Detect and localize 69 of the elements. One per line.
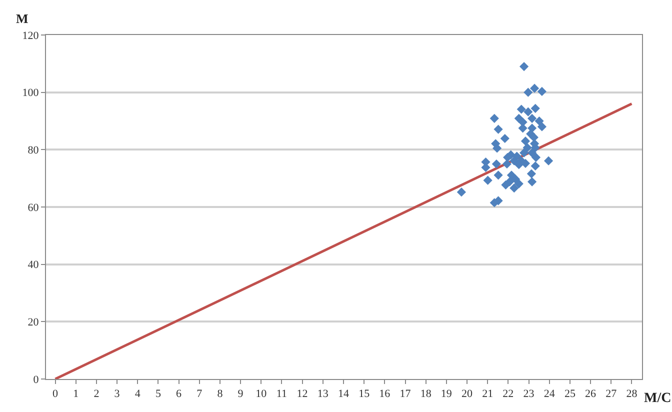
point bbox=[524, 107, 533, 116]
x-tick-label: 13 bbox=[317, 388, 329, 400]
point bbox=[502, 159, 512, 169]
point bbox=[528, 114, 537, 123]
x-tick-label: 21 bbox=[482, 388, 494, 400]
point bbox=[534, 116, 544, 126]
point bbox=[514, 179, 524, 188]
x-tick-label: 12 bbox=[296, 388, 308, 400]
point bbox=[528, 148, 537, 158]
point bbox=[530, 104, 540, 113]
point bbox=[494, 124, 503, 134]
x-tick-label: 28 bbox=[626, 388, 638, 400]
y-tick-label: 100 bbox=[22, 87, 40, 100]
point bbox=[529, 132, 538, 142]
point bbox=[500, 134, 510, 144]
point bbox=[530, 84, 540, 93]
x-tick-label: 0 bbox=[52, 388, 59, 400]
point bbox=[544, 156, 554, 166]
y-tick-label: 80 bbox=[28, 144, 40, 157]
y-axis-title: M bbox=[16, 11, 28, 26]
x-tick-label: 11 bbox=[276, 388, 288, 400]
x-tick-label: 15 bbox=[358, 388, 370, 400]
x-tick-label: 2 bbox=[94, 388, 100, 400]
point bbox=[456, 188, 466, 197]
point bbox=[528, 177, 537, 186]
x-tick-label: 6 bbox=[176, 388, 182, 400]
x-tick-label: 26 bbox=[585, 388, 597, 400]
point bbox=[483, 176, 492, 185]
point bbox=[501, 180, 510, 190]
x-tick-label: 8 bbox=[217, 388, 224, 400]
y-tick-label: 60 bbox=[28, 202, 40, 214]
point bbox=[537, 122, 546, 132]
x-axis-title: M/C bbox=[644, 391, 672, 406]
x-tick-label: 20 bbox=[462, 388, 474, 400]
point bbox=[492, 159, 501, 169]
y-tick-label: 0 bbox=[33, 374, 40, 386]
y-tick-label: 120 bbox=[22, 30, 40, 42]
x-tick-label: 24 bbox=[544, 388, 556, 400]
point bbox=[494, 170, 503, 180]
point bbox=[516, 104, 526, 114]
x-tick-label: 7 bbox=[196, 388, 203, 400]
x-tick-label: 22 bbox=[502, 388, 514, 400]
x-tick-label: 10 bbox=[256, 388, 268, 400]
x-tick-label: 17 bbox=[400, 388, 412, 400]
point bbox=[519, 62, 529, 72]
point bbox=[526, 169, 536, 178]
x-tick-label: 19 bbox=[440, 388, 452, 400]
x-tick-label: 4 bbox=[134, 388, 141, 400]
y-tick-label: 20 bbox=[28, 316, 40, 329]
point bbox=[520, 136, 530, 146]
point bbox=[519, 148, 529, 158]
x-tick-label: 5 bbox=[155, 388, 162, 400]
x-tick-label: 1 bbox=[73, 388, 79, 400]
x-tick-label: 18 bbox=[420, 388, 432, 400]
point bbox=[530, 161, 540, 171]
y-tick-label: 40 bbox=[28, 259, 40, 272]
x-tick-label: 16 bbox=[379, 388, 391, 400]
x-tick-label: 25 bbox=[564, 388, 576, 400]
point bbox=[490, 114, 499, 123]
x-tick-label: 23 bbox=[523, 388, 535, 400]
point bbox=[524, 88, 533, 97]
x-tick-label: 14 bbox=[338, 388, 350, 400]
point bbox=[510, 184, 519, 193]
point bbox=[531, 152, 541, 162]
point bbox=[537, 86, 546, 96]
x-tick-label: 9 bbox=[238, 388, 244, 400]
x-tick-label: 3 bbox=[114, 388, 120, 400]
point bbox=[522, 143, 532, 152]
x-tick-label: 27 bbox=[606, 388, 618, 400]
